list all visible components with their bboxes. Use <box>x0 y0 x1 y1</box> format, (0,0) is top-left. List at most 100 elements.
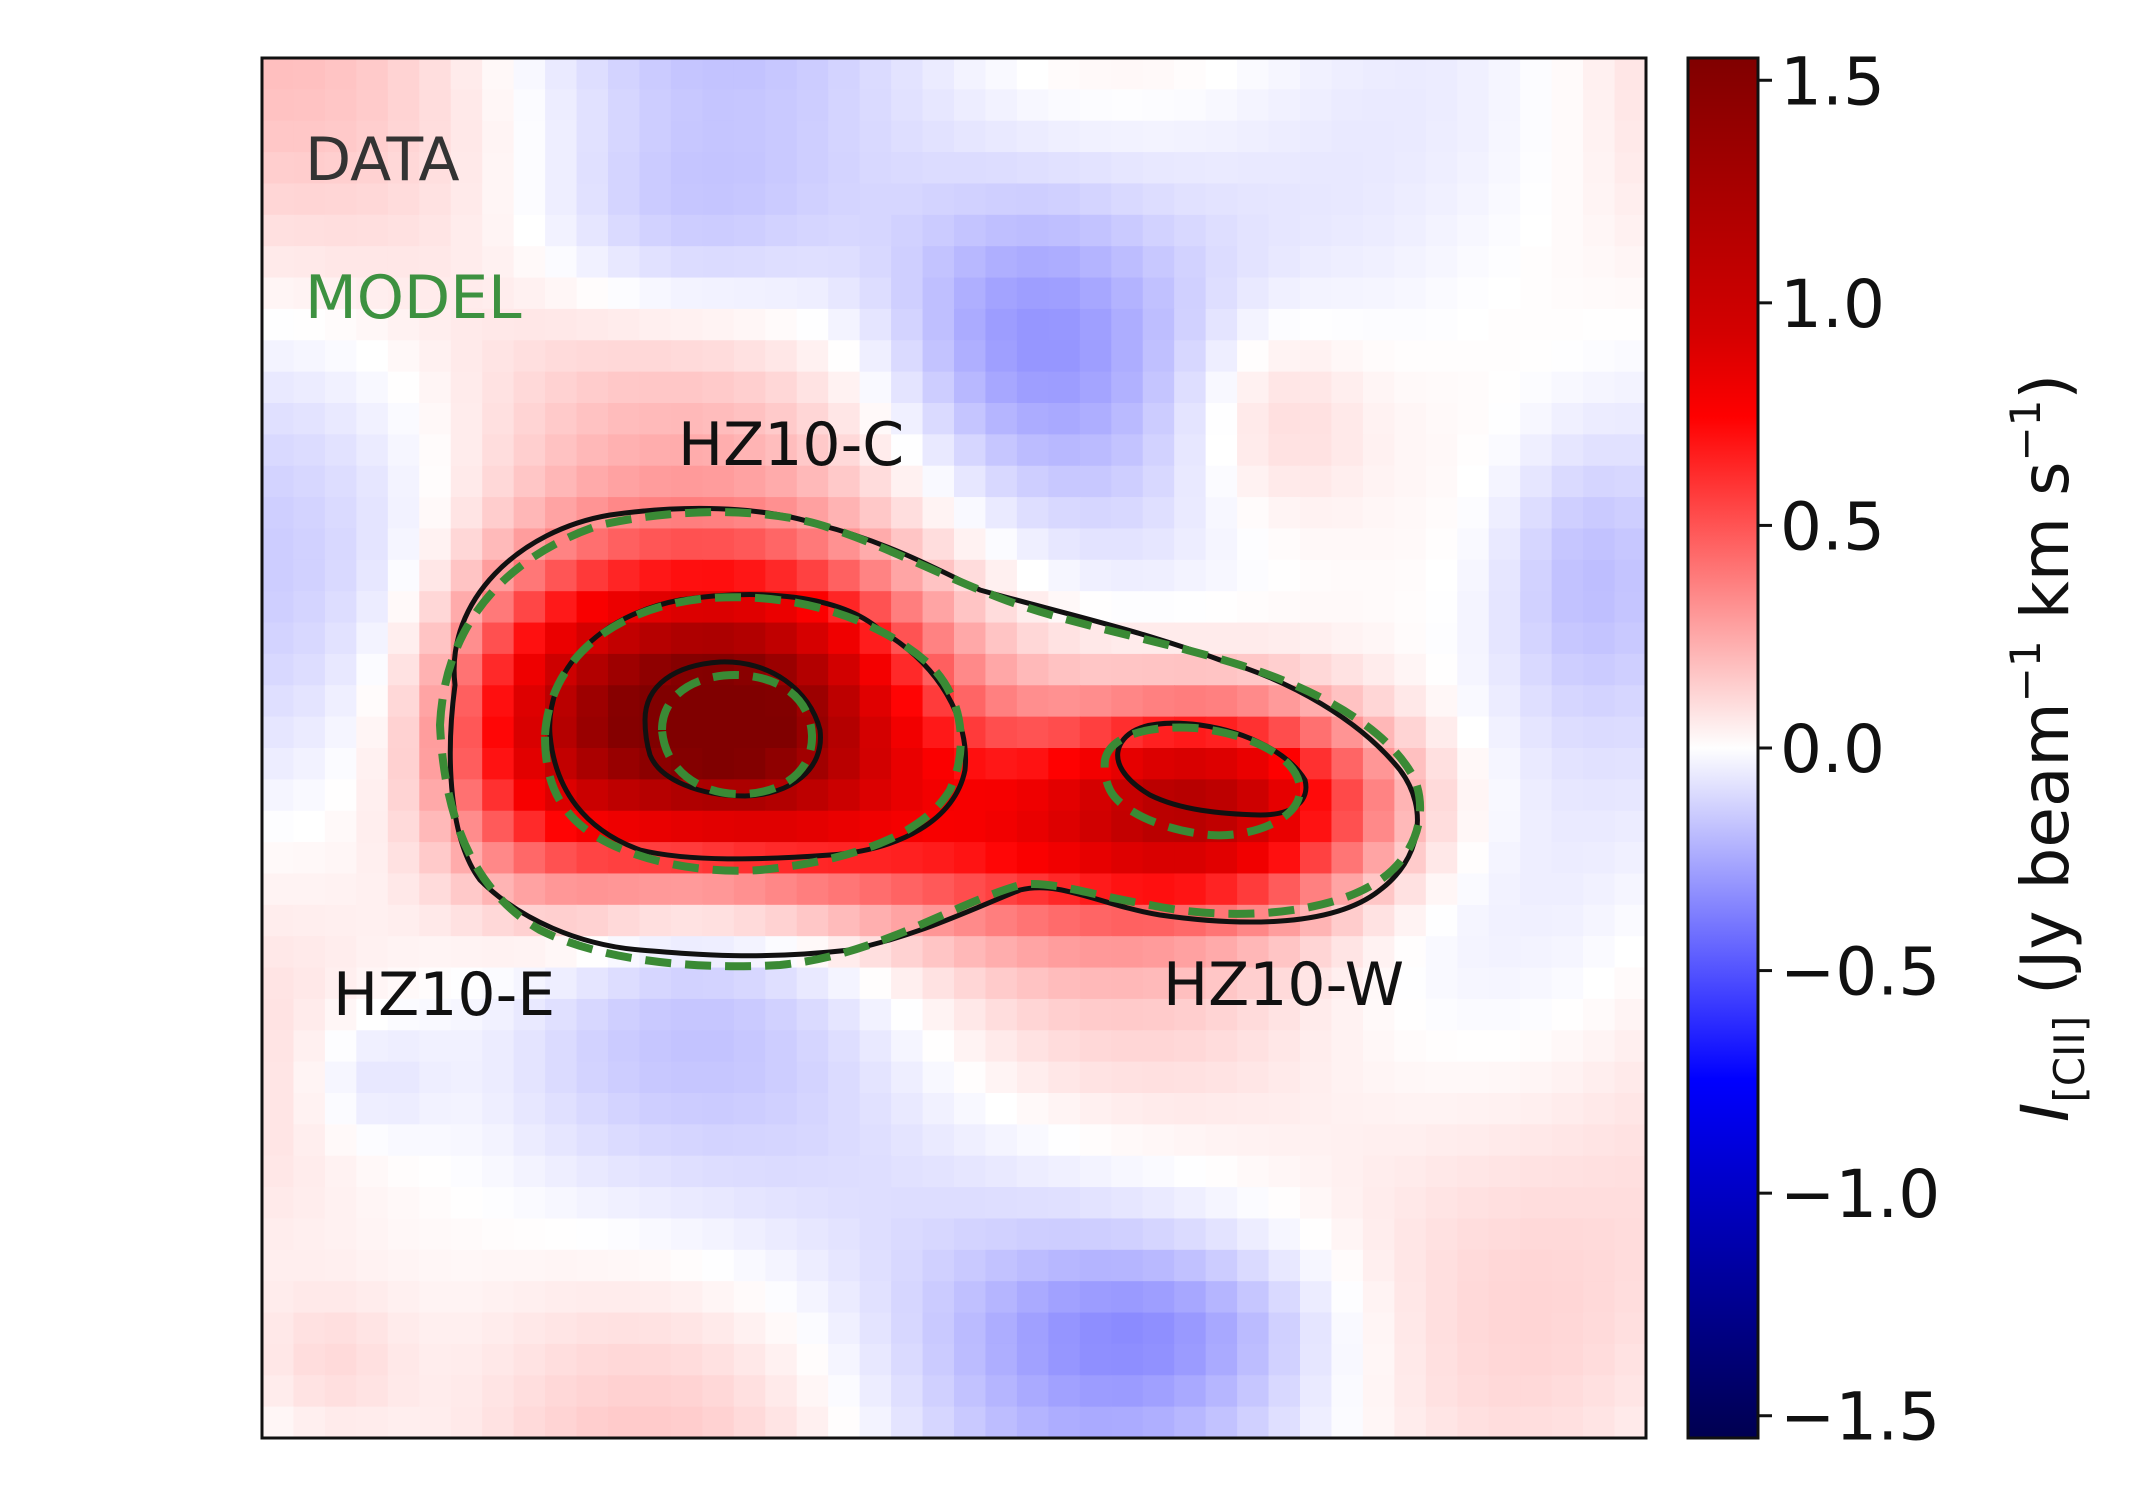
heatmap-cell <box>639 1312 672 1345</box>
heatmap-cell <box>1079 277 1113 310</box>
heatmap-cell <box>262 403 295 436</box>
heatmap-cell <box>1174 371 1207 404</box>
heatmap-cell <box>1142 967 1175 1000</box>
heatmap-cell <box>387 403 421 436</box>
heatmap-cell <box>576 340 609 373</box>
heatmap-cell <box>1583 936 1616 969</box>
heatmap-cell <box>1300 277 1333 310</box>
heatmap-cell <box>356 622 389 655</box>
heatmap-cell <box>262 904 295 937</box>
heatmap-cell <box>733 246 767 279</box>
heatmap-cell <box>1331 653 1364 687</box>
heatmap-cell <box>262 591 295 624</box>
heatmap-cell <box>1520 308 1553 342</box>
heatmap-cell <box>293 716 326 749</box>
heatmap-cell <box>1048 246 1081 279</box>
heatmap-cell <box>1268 528 1301 561</box>
heatmap-cell <box>1016 1406 1050 1438</box>
heatmap-cell <box>1520 246 1553 279</box>
heatmap-cell <box>765 89 798 122</box>
heatmap-cell <box>1268 371 1301 404</box>
heatmap-cell <box>482 120 515 153</box>
heatmap-cell <box>450 214 483 247</box>
heatmap-cell <box>324 497 358 530</box>
heatmap-cell <box>513 246 546 279</box>
heatmap-cell <box>1362 1249 1396 1282</box>
heatmap-cell <box>1583 277 1616 310</box>
heatmap-cell <box>608 1281 641 1314</box>
heatmap-cell <box>1331 89 1364 122</box>
heatmap-cell <box>356 1406 389 1438</box>
heatmap-cell <box>1457 653 1490 687</box>
heatmap-cell <box>1205 1249 1238 1282</box>
heatmap-cell <box>1488 1343 1521 1377</box>
heatmap-cell <box>1488 1155 1521 1188</box>
heatmap-cell <box>450 340 483 373</box>
heatmap-cell <box>1551 1312 1584 1345</box>
heatmap-cell <box>639 1093 672 1126</box>
heatmap-cell <box>1048 1061 1081 1094</box>
heatmap-cell <box>1583 89 1616 122</box>
heatmap-cell <box>293 1249 326 1282</box>
heatmap-cell <box>1048 748 1081 781</box>
heatmap-cell <box>1111 842 1144 875</box>
heatmap-cell <box>1205 1061 1238 1094</box>
heatmap-cell <box>545 465 578 498</box>
heatmap-cell <box>985 559 1018 592</box>
heatmap-cell <box>922 403 955 436</box>
heatmap-cell <box>1048 120 1081 153</box>
heatmap-cell <box>482 1375 515 1408</box>
heatmap-cell <box>1394 1249 1427 1282</box>
heatmap-cell <box>1362 967 1396 1000</box>
heatmap-cell <box>545 1343 578 1377</box>
heatmap-cell <box>985 308 1018 342</box>
heatmap-cell <box>1174 1155 1207 1188</box>
heatmap-cell <box>1111 1375 1144 1408</box>
heatmap-cell <box>1300 1281 1333 1314</box>
heatmap-cell <box>891 277 924 310</box>
heatmap-cell <box>545 371 578 404</box>
heatmap-cell <box>1300 308 1333 342</box>
heatmap-cell <box>1362 528 1396 561</box>
heatmap-cell <box>859 873 892 906</box>
heatmap-cell <box>1079 1375 1113 1408</box>
heatmap-cell <box>1331 622 1364 655</box>
heatmap-cell <box>482 89 515 122</box>
heatmap-cell <box>891 214 924 247</box>
heatmap-cell <box>1614 434 1646 467</box>
heatmap-cell <box>450 89 483 122</box>
heatmap-cell <box>1300 152 1333 185</box>
heatmap-cell <box>576 1124 609 1157</box>
heatmap-cell <box>419 308 452 342</box>
heatmap-cell <box>985 1061 1018 1094</box>
heatmap-cell <box>293 559 326 592</box>
heatmap-cell <box>891 1155 924 1188</box>
heatmap-cell <box>828 403 861 436</box>
heatmap-cell <box>702 1249 735 1282</box>
heatmap-cell <box>1583 1343 1616 1377</box>
heatmap-cell <box>1142 246 1175 279</box>
heatmap-cell <box>1488 1187 1521 1220</box>
heatmap-cell <box>954 152 987 185</box>
heatmap-cell <box>293 810 326 843</box>
heatmap-cell <box>1425 1218 1459 1251</box>
heatmap-cell <box>576 1093 609 1126</box>
heatmap-cell <box>1048 653 1081 687</box>
heatmap-cell <box>891 1406 924 1438</box>
heatmap-cell <box>1174 528 1207 561</box>
heatmap-cell <box>1300 1218 1333 1251</box>
heatmap-cell <box>1394 1343 1427 1377</box>
heatmap-cell <box>670 1343 704 1377</box>
heatmap-cell <box>1174 873 1207 906</box>
heatmap-cell <box>1614 1030 1646 1063</box>
heatmap-cell <box>702 685 735 718</box>
heatmap-cell <box>1237 152 1270 185</box>
heatmap-cell <box>608 904 641 937</box>
heatmap-cell <box>1520 1093 1553 1126</box>
heatmap-cell <box>1300 936 1333 969</box>
colorbar-label-units: (Jy beam <box>2007 702 2084 995</box>
heatmap-cell <box>796 120 829 153</box>
heatmap-cell <box>1016 622 1050 655</box>
heatmap-cell <box>1268 1124 1301 1157</box>
heatmap-cell <box>1394 1093 1427 1126</box>
